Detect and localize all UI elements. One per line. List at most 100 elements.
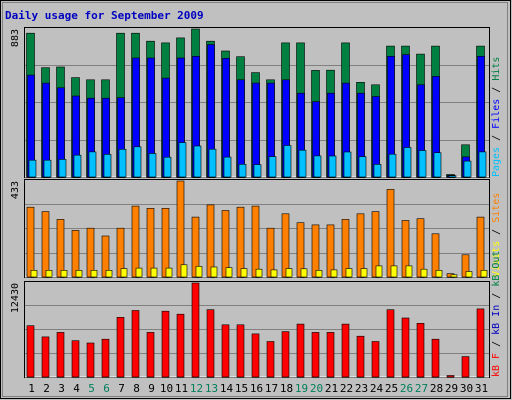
panel-kbytes: 12430 kB F / kB In / kB Out — [10, 251, 502, 378]
x-tick-label: 23 — [355, 382, 368, 395]
bar-kb-f — [86, 342, 95, 378]
legend-label: / — [491, 129, 502, 141]
x-tick-label: 17 — [265, 382, 278, 395]
bar-visits — [165, 267, 173, 278]
bar-kb-f — [281, 331, 290, 378]
y-max-label: 433 — [10, 181, 21, 199]
bar-sites — [461, 254, 470, 278]
x-tick-label: 13 — [205, 382, 218, 395]
x-tick-label: 7 — [118, 382, 125, 395]
bar-visits — [315, 269, 323, 278]
legend-label: / — [491, 287, 502, 299]
bar-kb-f — [221, 324, 230, 378]
legend: kB F / kB In / kB Out — [491, 251, 502, 377]
bar-pages — [478, 151, 487, 178]
bar-visits — [480, 269, 488, 278]
bar-sites — [401, 220, 410, 278]
bar-pages — [208, 148, 217, 178]
bar-sites — [266, 227, 275, 278]
bar-pages — [403, 147, 412, 178]
panel-hits-files-pages: 883 Pages / Files / Hits — [10, 27, 502, 178]
bar-sites — [281, 213, 290, 278]
x-tick-label: 19 — [295, 382, 308, 395]
x-tick-label: 1 — [28, 382, 35, 395]
x-tick-label: 18 — [280, 382, 293, 395]
bar-sites — [176, 180, 185, 278]
bar-kb-f — [266, 341, 275, 378]
bar-visits — [420, 268, 428, 278]
bar-pages — [148, 153, 157, 178]
x-tick-label: 2 — [43, 382, 50, 395]
bar-kb-f — [476, 308, 485, 378]
bar-visits — [45, 269, 53, 278]
x-axis-labels: 1 2 3 4 5 6 7 8 9 10 11 12 13 14 15 16 17 18 19 20 21 22 23 24 2… — [28, 382, 488, 395]
bar-pages — [358, 156, 367, 178]
bar-pages — [238, 164, 247, 178]
bar-sites — [476, 216, 485, 278]
bar-kb-f — [311, 332, 320, 378]
legend-label: kB In — [491, 299, 502, 335]
x-tick-label: 3 — [58, 382, 65, 395]
bar-visits — [465, 271, 473, 278]
bar-files — [237, 79, 245, 178]
bar-visits — [135, 267, 143, 278]
bar-pages — [313, 155, 322, 178]
bar-pages — [388, 153, 397, 178]
bar-kb-f — [161, 310, 170, 378]
bar-visits — [405, 265, 413, 278]
legend-label: Files — [491, 93, 502, 129]
bar-pages — [28, 159, 37, 178]
legend-label: kB Out — [491, 251, 502, 287]
x-tick-label: 11 — [175, 382, 188, 395]
bar-kb-f — [206, 309, 215, 378]
bar-pages — [373, 164, 382, 178]
bar-visits — [330, 269, 338, 278]
x-tick-label: 31 — [475, 382, 488, 395]
bar-pages — [223, 156, 232, 178]
x-tick-label: 12 — [190, 382, 203, 395]
bar-kb-f — [296, 323, 305, 378]
bar-pages — [433, 152, 442, 178]
x-tick-label: 21 — [325, 382, 338, 395]
bar-pages — [58, 159, 67, 178]
legend-label: Pages — [491, 141, 502, 177]
legend: Pages / Files / Hits — [491, 57, 502, 177]
x-tick-label: 10 — [160, 382, 173, 395]
x-tick-label: 22 — [340, 382, 353, 395]
bar-sites — [341, 219, 350, 278]
chart-frame-inner — [2, 2, 508, 397]
bar-kb-f — [41, 336, 50, 378]
x-tick-label: 27 — [415, 382, 428, 395]
bar-pages — [193, 145, 202, 178]
x-tick-label: 26 — [400, 382, 413, 395]
bar-kb-f — [401, 317, 410, 378]
bar-visits — [450, 274, 458, 278]
bar-pages — [463, 160, 472, 178]
x-tick-label: 30 — [460, 382, 473, 395]
bar-kb-f — [146, 332, 155, 378]
y-max-label: 12430 — [10, 283, 21, 313]
legend: Visits / Sites — [491, 193, 502, 277]
x-tick-label: 15 — [235, 382, 248, 395]
legend-label: Visits — [491, 235, 502, 277]
bar-pages — [268, 156, 277, 178]
bar-pages — [343, 151, 352, 178]
x-tick-label: 28 — [430, 382, 443, 395]
bar-pages — [163, 156, 172, 178]
x-tick-label: 5 — [88, 382, 95, 395]
bar-sites — [26, 206, 35, 278]
bar-sites — [311, 224, 320, 278]
bar-visits — [105, 269, 113, 278]
bar-visits — [225, 267, 233, 278]
y-max-label: 883 — [10, 29, 21, 47]
bar-pages — [448, 175, 457, 178]
bar-visits — [300, 268, 308, 278]
panel-visits-sites: 433 Visits / Sites — [10, 179, 502, 278]
bar-visits — [435, 269, 443, 278]
bar-pages — [253, 164, 262, 178]
x-tick-label: 20 — [310, 382, 323, 395]
bar-kb-f — [176, 313, 185, 378]
bar-kb-f — [251, 333, 260, 378]
bar-visits — [120, 268, 128, 278]
